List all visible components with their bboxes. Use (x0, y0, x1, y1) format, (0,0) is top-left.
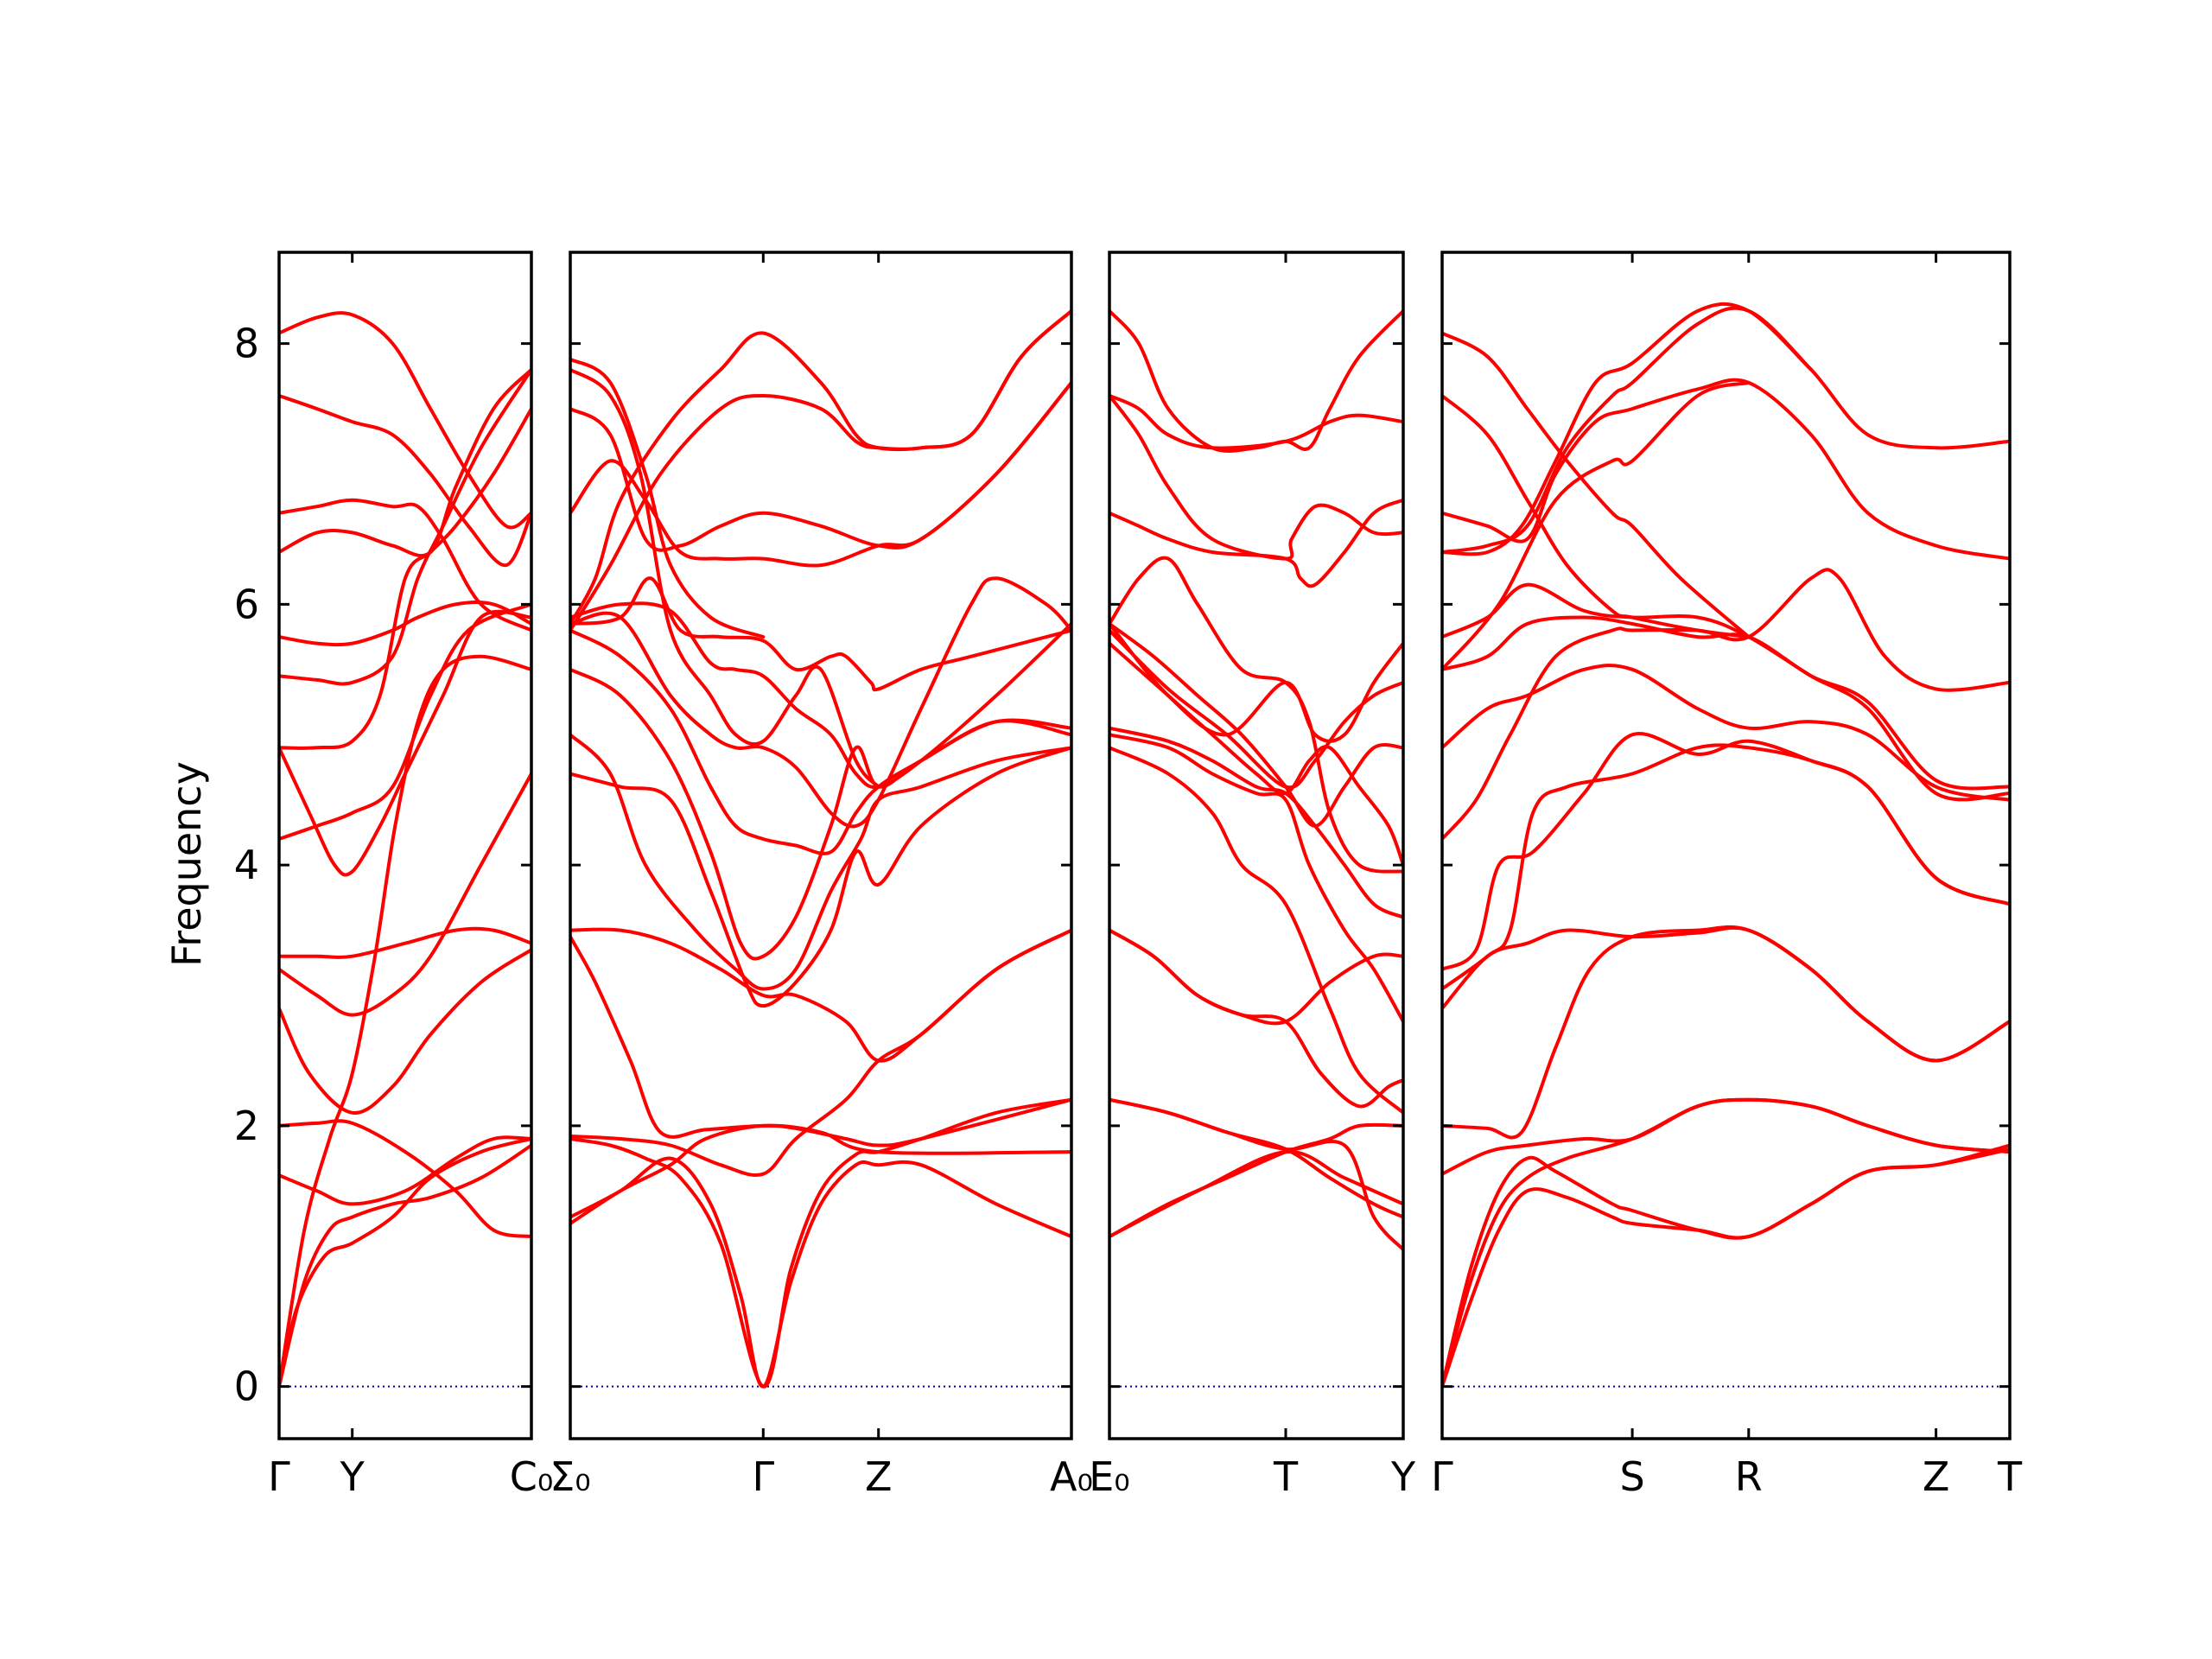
y-tick-label: 0 (234, 1363, 259, 1410)
x-tick-label: Γ (268, 1453, 290, 1500)
y-tick-label: 6 (234, 581, 259, 627)
band-line (279, 498, 531, 632)
x-tick-label: Z (1923, 1453, 1950, 1500)
band-line (279, 367, 531, 558)
band-line (279, 609, 531, 877)
band-line (1442, 582, 2010, 802)
band-line (570, 733, 1071, 991)
panel-frame (277, 251, 533, 1440)
band-line (279, 1143, 531, 1389)
band-line (1109, 308, 1403, 453)
band-line (570, 380, 1071, 552)
band-line (570, 928, 1071, 1177)
x-tick-label: Y (1390, 1453, 1416, 1500)
band-line (279, 601, 531, 647)
y-tick-label: 8 (234, 321, 259, 367)
band-line (570, 927, 1071, 1063)
y-axis: 0 2 4 6 8 (234, 321, 259, 1410)
band-line (1109, 746, 1403, 1115)
band-line (1109, 498, 1403, 588)
bands (1109, 308, 1403, 1252)
band-line (570, 628, 1071, 855)
y-axis-label: Frequency (163, 761, 210, 967)
x-tick-label: T (1997, 1453, 2023, 1500)
bands (279, 311, 531, 1389)
band-line (1109, 394, 1403, 561)
band-line (1442, 380, 1751, 671)
band-line (1442, 306, 2010, 554)
band-line (1442, 378, 2010, 561)
x-tick-label: Σ₀ (550, 1453, 591, 1500)
band-line (279, 654, 531, 1389)
band-line (1442, 302, 1814, 556)
bands (570, 308, 1071, 1389)
band-line (570, 601, 1071, 790)
x-tick-label: E₀ (1089, 1453, 1130, 1500)
band-line (279, 367, 531, 686)
band-line (570, 308, 1071, 632)
band-line (279, 602, 531, 841)
band-line (1109, 1097, 1403, 1252)
panel-2: Σ₀ Γ Z A₀ (550, 251, 1093, 1500)
band-line (1442, 1147, 2010, 1389)
x-tick-label: Z (865, 1453, 893, 1500)
band-line (279, 948, 531, 1115)
band-line (1109, 628, 1403, 790)
band-line (1442, 615, 2010, 791)
band-line (1109, 622, 1403, 743)
y-tick-label: 4 (234, 842, 259, 888)
bands (1442, 302, 2010, 1389)
x-tick-label: R (1735, 1453, 1763, 1500)
panel-1: Γ Y C₀ (268, 251, 554, 1500)
band-line (1442, 925, 2010, 1063)
band-line (1442, 732, 2010, 971)
band-line (1442, 664, 2010, 802)
band-line (570, 576, 1071, 829)
band-line (570, 576, 1071, 692)
y-tick-label: 2 (234, 1103, 259, 1149)
band-line (279, 1119, 531, 1239)
panel-frame (569, 251, 1073, 1440)
band-line (570, 935, 1071, 1147)
band-line (279, 394, 531, 568)
panel-frame (1440, 251, 2012, 1440)
band-line (570, 367, 880, 789)
x-tick-label: Γ (752, 1453, 774, 1500)
band-line (279, 772, 531, 1017)
panel-3: E₀ T Y (1089, 251, 1416, 1500)
band-line (1109, 726, 1403, 919)
band-line (279, 311, 531, 530)
x-tick-label: Y (340, 1453, 365, 1500)
band-line (1109, 622, 1403, 828)
band-line (1109, 928, 1403, 1026)
band-line (1109, 733, 1403, 1024)
band-line (570, 746, 1071, 1008)
x-tick-label: S (1619, 1453, 1644, 1500)
band-line (1442, 568, 2010, 841)
band-line (279, 407, 531, 750)
band-line (1109, 394, 1403, 450)
x-tick-label: T (1273, 1453, 1299, 1500)
band-line (1109, 556, 1403, 874)
band-line (570, 357, 766, 639)
panel-frame (1108, 251, 1405, 1440)
band-line (1442, 394, 1751, 639)
band-line (1442, 331, 1751, 639)
band-line (1442, 1143, 2010, 1389)
x-tick-label: C₀ (510, 1453, 554, 1500)
x-tick-label: Γ (1431, 1453, 1453, 1500)
band-line (279, 1135, 531, 1206)
band-line (1442, 1097, 2010, 1176)
band-line (1109, 1150, 1403, 1239)
x-tick-label: A₀ (1050, 1453, 1093, 1500)
band-line (1109, 1097, 1403, 1219)
band-line (279, 926, 531, 959)
band-line (1442, 925, 2010, 1140)
